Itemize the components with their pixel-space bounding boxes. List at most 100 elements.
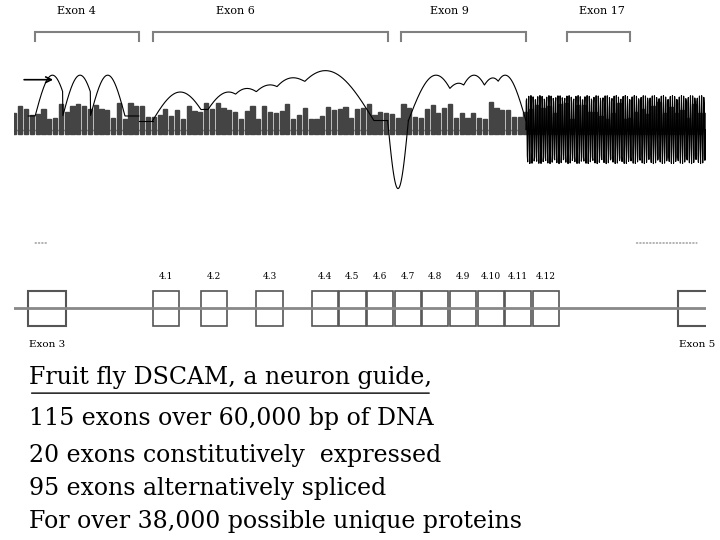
Text: Exon 5: Exon 5 xyxy=(679,340,715,349)
Bar xyxy=(436,110,441,134)
Bar xyxy=(140,108,144,134)
Bar xyxy=(599,107,603,134)
Bar xyxy=(384,107,388,134)
Bar xyxy=(349,112,354,134)
FancyBboxPatch shape xyxy=(422,291,449,326)
Text: Fruit fly DSCAM, a neuron guide,: Fruit fly DSCAM, a neuron guide, xyxy=(29,367,432,389)
Bar xyxy=(448,106,452,134)
Bar xyxy=(390,103,394,134)
Bar xyxy=(419,109,423,134)
Bar xyxy=(152,116,156,134)
Text: Exon 17: Exon 17 xyxy=(579,6,625,16)
Bar xyxy=(477,110,481,134)
FancyBboxPatch shape xyxy=(339,291,366,326)
Bar xyxy=(558,111,562,134)
Bar xyxy=(274,105,278,134)
Text: 4.9: 4.9 xyxy=(456,272,470,281)
Bar xyxy=(35,118,40,134)
Bar xyxy=(669,109,672,134)
Bar xyxy=(94,114,98,134)
Bar xyxy=(546,117,551,134)
Bar xyxy=(279,119,284,134)
Bar xyxy=(111,111,115,134)
Text: Exon 9: Exon 9 xyxy=(431,6,469,16)
Bar xyxy=(65,113,68,134)
Bar xyxy=(163,113,168,134)
Bar xyxy=(343,109,348,134)
Bar xyxy=(315,113,318,134)
Bar xyxy=(158,116,162,134)
Bar xyxy=(408,117,411,134)
Text: 95 exons alternatively spliced: 95 exons alternatively spliced xyxy=(29,477,386,500)
Bar xyxy=(169,114,174,134)
Bar xyxy=(639,114,644,134)
Text: 4.11: 4.11 xyxy=(508,272,528,281)
Bar xyxy=(53,111,57,134)
Bar xyxy=(210,108,214,134)
Text: 4.12: 4.12 xyxy=(536,272,556,281)
Bar xyxy=(332,118,336,134)
Text: 4.10: 4.10 xyxy=(480,272,500,281)
Bar xyxy=(442,106,446,134)
Bar xyxy=(361,110,365,134)
Bar xyxy=(297,105,301,134)
Bar xyxy=(291,119,295,134)
Bar xyxy=(680,109,685,134)
FancyBboxPatch shape xyxy=(395,291,420,326)
Bar xyxy=(459,103,464,134)
Bar xyxy=(326,118,330,134)
Bar xyxy=(645,105,649,134)
Bar xyxy=(24,113,28,134)
FancyBboxPatch shape xyxy=(153,291,179,326)
Bar xyxy=(512,113,516,134)
Bar xyxy=(402,109,405,134)
Bar xyxy=(454,111,458,134)
Bar xyxy=(378,104,382,134)
Bar xyxy=(88,115,92,134)
Bar xyxy=(198,107,202,134)
Bar xyxy=(175,104,179,134)
Bar xyxy=(576,107,580,134)
Bar xyxy=(181,107,185,134)
Bar xyxy=(262,103,266,134)
Text: 4.6: 4.6 xyxy=(373,272,387,281)
Bar xyxy=(285,116,289,134)
Text: 115 exons over 60,000 bp of DNA: 115 exons over 60,000 bp of DNA xyxy=(29,407,433,430)
Bar xyxy=(320,108,324,134)
Text: Exon 3: Exon 3 xyxy=(29,340,66,349)
Bar xyxy=(686,113,690,134)
Bar xyxy=(105,114,109,134)
Bar xyxy=(355,106,359,134)
Bar xyxy=(71,104,75,134)
Text: 4.2: 4.2 xyxy=(207,272,221,281)
Bar xyxy=(611,114,615,134)
Bar xyxy=(657,106,661,134)
Bar xyxy=(239,107,243,134)
Text: 20 exons constitutively  expressed: 20 exons constitutively expressed xyxy=(29,443,441,467)
Bar xyxy=(128,110,132,134)
Bar xyxy=(135,113,138,134)
Bar xyxy=(413,110,418,134)
Bar xyxy=(12,118,17,134)
Bar xyxy=(366,117,371,134)
Bar xyxy=(99,112,104,134)
Text: Exon 6: Exon 6 xyxy=(216,6,255,16)
Bar xyxy=(628,117,632,134)
Bar xyxy=(82,103,86,134)
Bar xyxy=(76,107,81,134)
Bar xyxy=(616,117,621,134)
FancyBboxPatch shape xyxy=(450,291,476,326)
Bar xyxy=(122,108,127,134)
Bar xyxy=(652,106,655,134)
Bar xyxy=(541,110,545,134)
Bar xyxy=(535,117,539,134)
Bar xyxy=(222,113,225,134)
Bar xyxy=(500,104,505,134)
Bar xyxy=(396,103,400,134)
Bar xyxy=(146,107,150,134)
Bar xyxy=(251,104,255,134)
Bar xyxy=(48,110,51,134)
Bar xyxy=(703,119,708,134)
Bar xyxy=(552,107,557,134)
Bar xyxy=(245,116,249,134)
